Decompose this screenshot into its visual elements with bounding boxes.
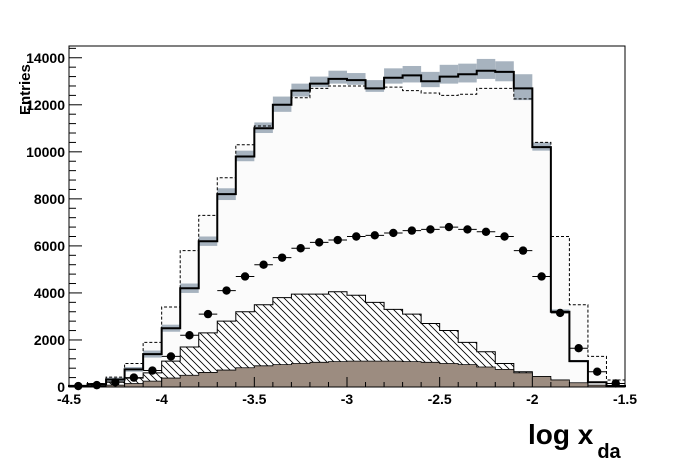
uncertainty-band-bin: [476, 58, 496, 79]
uncertainty-band-bin: [328, 70, 347, 84]
uncertainty-band-bin: [384, 68, 403, 84]
x-tick-label: -3: [341, 391, 354, 407]
x-tick-label: -4: [155, 391, 168, 407]
data-point: [185, 331, 194, 340]
x-axis-title-subscript: da: [597, 441, 621, 463]
y-tick-label: 10000: [26, 144, 65, 160]
x-tick-label: -4.5: [57, 391, 81, 407]
data-point: [593, 367, 602, 376]
dashed-histogram-line: [68, 85, 626, 387]
data-point: [129, 373, 139, 382]
solid-histogram-line: [68, 69, 626, 388]
uncertainty-band-bin: [309, 76, 329, 88]
data-point: [407, 226, 417, 235]
x-tick-label: -3.5: [242, 391, 266, 407]
y-tick-label: 12000: [26, 97, 65, 113]
data-point: [426, 225, 435, 234]
data-point: [148, 366, 157, 375]
y-tick-label: 6000: [34, 238, 65, 254]
data-point: [463, 225, 472, 234]
data-point: [259, 260, 268, 269]
uncertainty-band-bin: [513, 74, 533, 101]
data-point: [500, 232, 509, 241]
plot-area: [68, 45, 626, 391]
data-point: [518, 246, 528, 255]
uncertainty-band-bin: [421, 71, 440, 88]
y-tick-label: 0: [57, 379, 65, 395]
data-point: [537, 272, 546, 281]
data-point: [296, 244, 305, 253]
data-point: [481, 227, 491, 236]
uncertainty-band-bin: [402, 65, 422, 83]
x-tick-label: -1.5: [613, 391, 637, 407]
data-point: [611, 379, 620, 388]
uncertainty-band-bin: [365, 80, 385, 92]
y-tick-label: 8000: [34, 191, 65, 207]
axes: -4.5 -4 -3.5 -3 -2.5 -2 -1.5 0 2000 4000 6000 8000 1…: [26, 45, 637, 407]
data-point: [166, 352, 176, 361]
data-point: [444, 222, 454, 232]
data-point: [222, 286, 231, 295]
data-point: [92, 380, 102, 390]
data-point: [277, 253, 287, 262]
data-point: [203, 309, 213, 319]
uncertainty-band-bin: [458, 63, 477, 83]
data-point: [555, 308, 565, 318]
y-tick-label: 2000: [34, 332, 65, 348]
x-tick-label: -2.5: [428, 391, 452, 407]
data-point: [333, 235, 342, 245]
data-point: [389, 228, 398, 238]
data-point: [74, 381, 83, 391]
uncertainty-band-bin: [439, 64, 459, 84]
data-point: [352, 232, 361, 241]
y-tick-label: 4000: [34, 285, 65, 301]
data-point: [370, 231, 379, 240]
data-point: [240, 272, 250, 281]
x-axis-title: log xda: [528, 419, 622, 463]
data-point: [315, 238, 324, 247]
x-tick-label: -2: [526, 391, 539, 407]
uncertainty-band-bin: [347, 73, 366, 85]
data-point: [111, 378, 120, 387]
data-point: [574, 343, 583, 353]
y-axis-title: Entries: [17, 64, 34, 115]
y-tick-label: 14000: [26, 50, 65, 66]
